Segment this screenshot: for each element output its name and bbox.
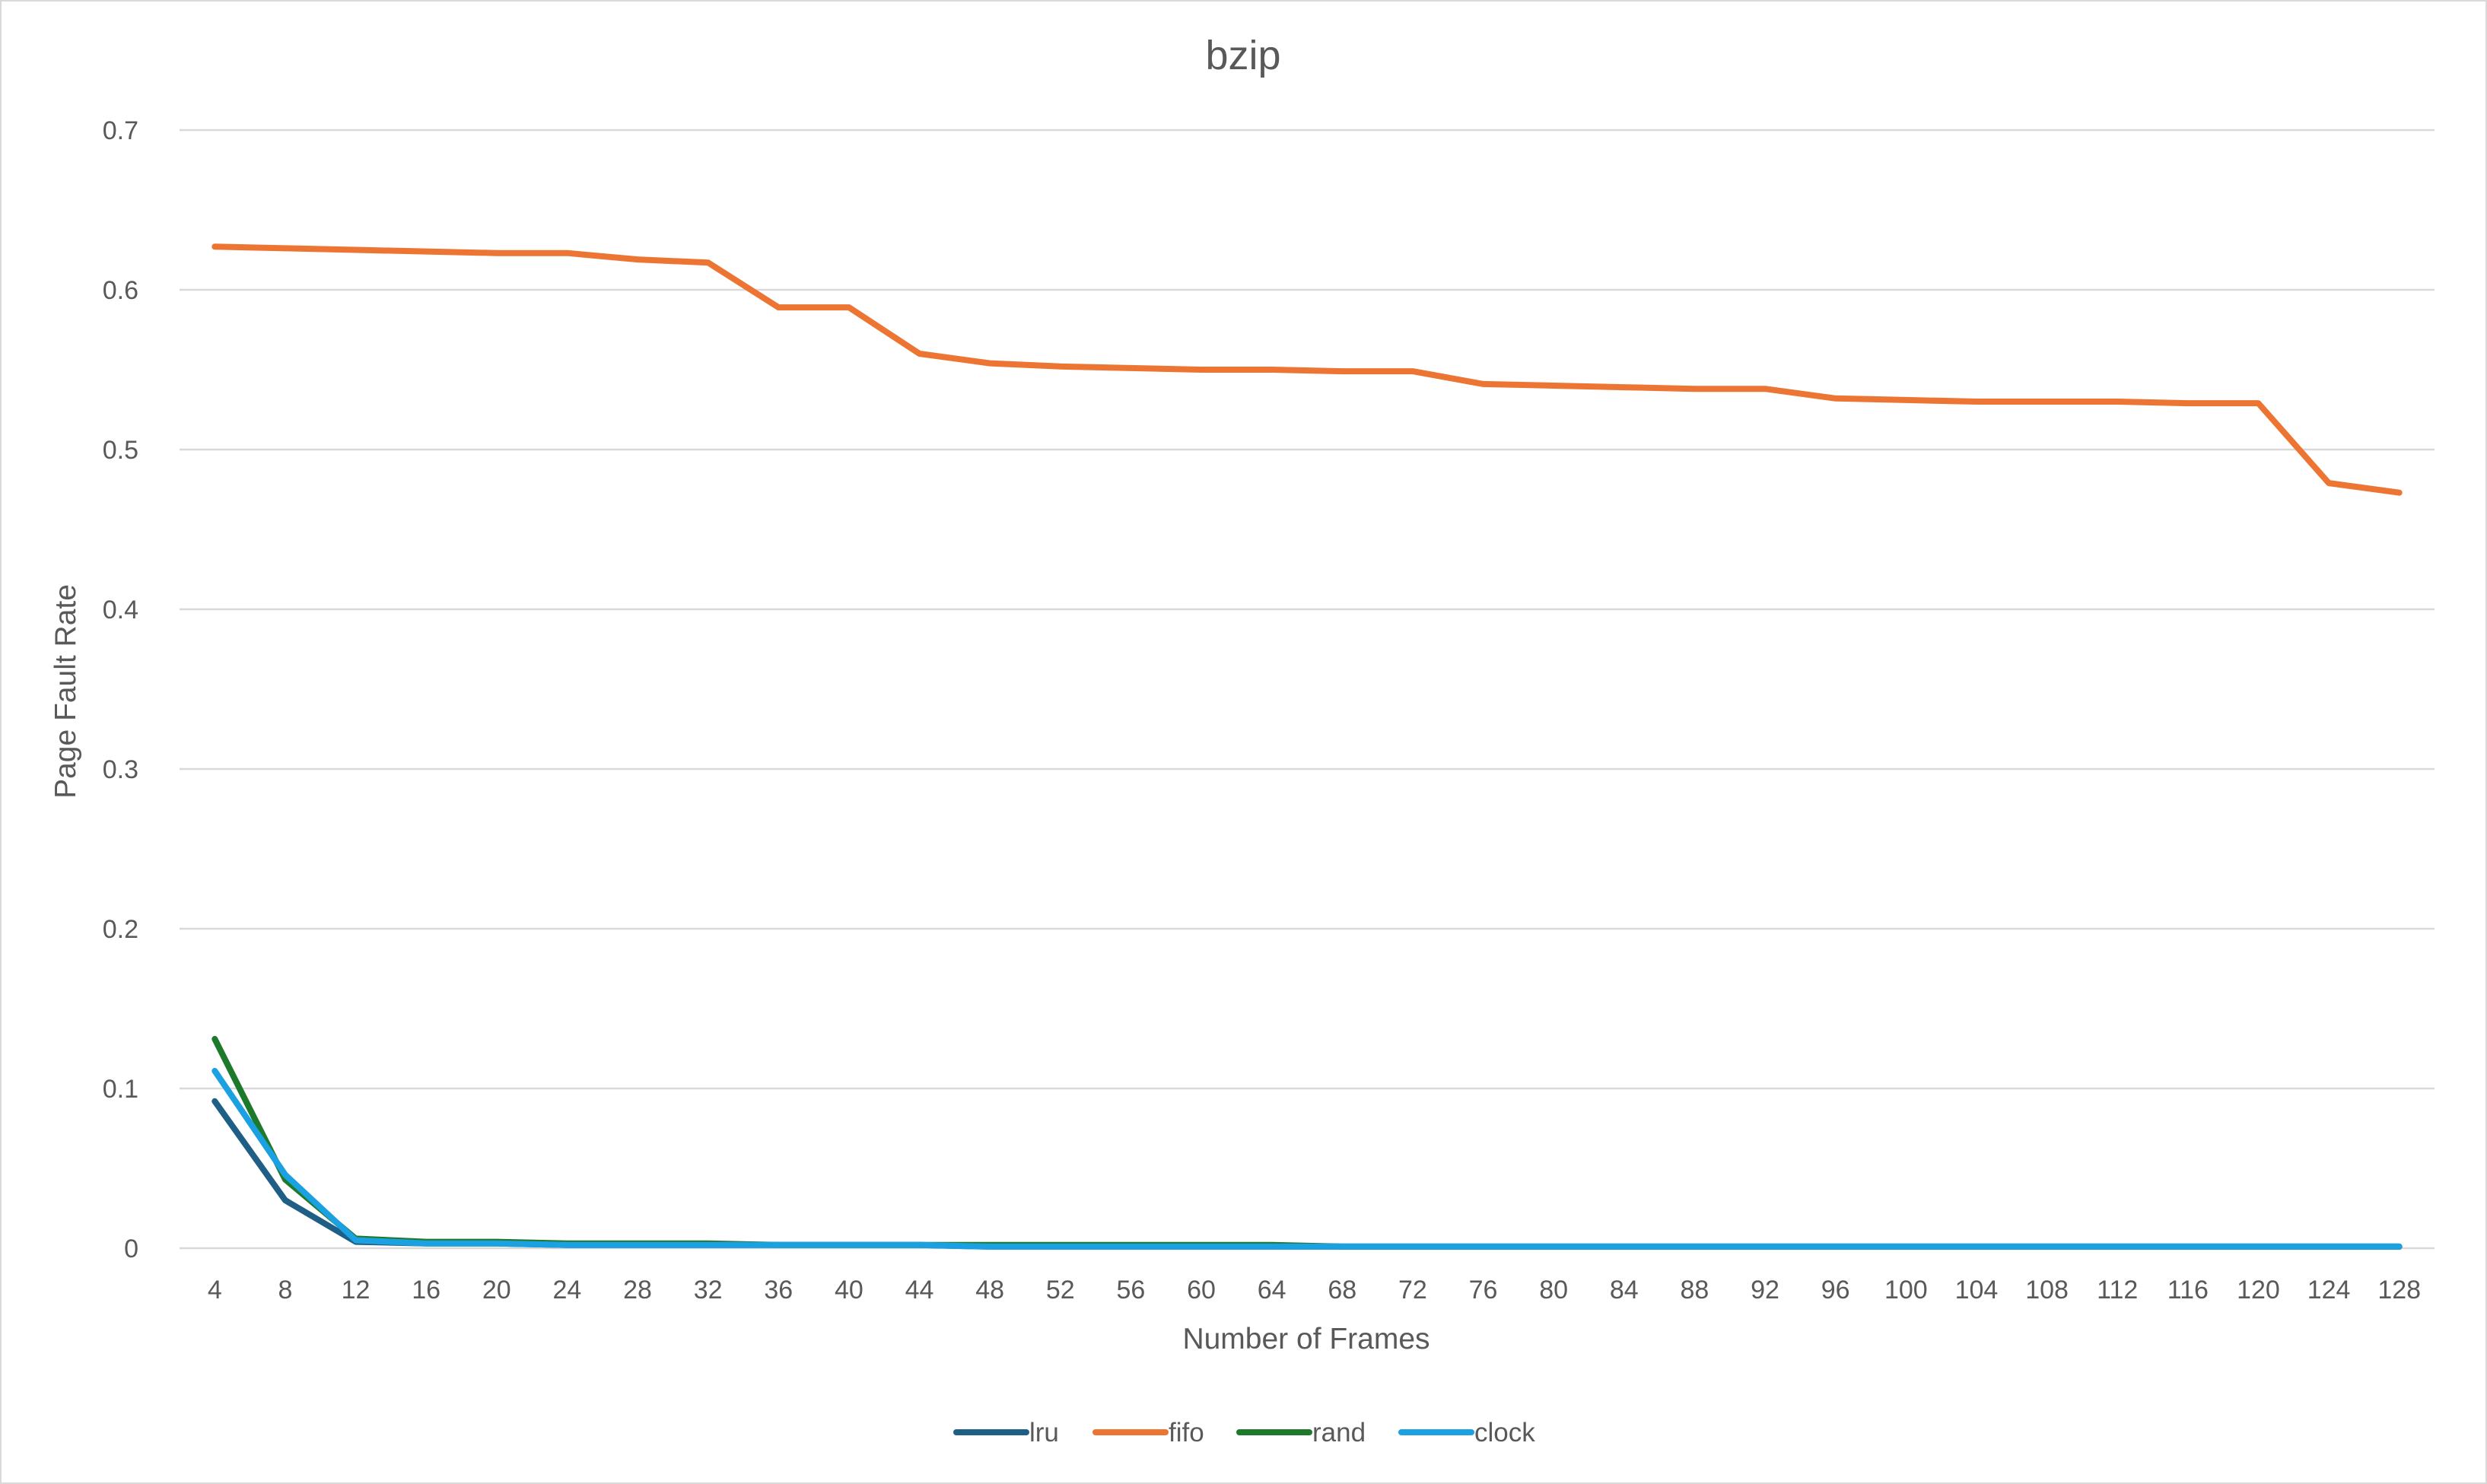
x-tick-label: 16: [412, 1276, 440, 1304]
legend-label: rand: [1312, 1418, 1366, 1447]
chart-title: bzip: [1205, 33, 1280, 78]
x-tick-label: 108: [2025, 1276, 2069, 1304]
x-axis-title: Number of Frames: [1182, 1323, 1430, 1355]
legend-item-lru: lru: [953, 1418, 1059, 1447]
x-tick-label: 128: [2377, 1276, 2421, 1304]
legend-item-rand: rand: [1236, 1418, 1366, 1447]
x-tick-label: 48: [975, 1276, 1004, 1304]
x-tick-label: 92: [1751, 1276, 1779, 1304]
series-line-lru: [211, 1098, 2403, 1250]
series-line-rand: [211, 1035, 2403, 1250]
x-tick-label: 44: [905, 1276, 934, 1304]
y-axis-title: Page Fault Rate: [49, 584, 82, 799]
y-tick-label: 0.7: [103, 116, 138, 145]
x-tick-label: 68: [1328, 1276, 1356, 1304]
x-tick-label: 56: [1117, 1276, 1146, 1304]
x-tick-label: 104: [1955, 1276, 1999, 1304]
gridlines: [180, 129, 2435, 1250]
x-tick-label: 32: [694, 1276, 723, 1304]
y-tick-label: 0.1: [103, 1075, 138, 1104]
x-tick-label: 124: [2307, 1276, 2351, 1304]
legend-item-fifo: fifo: [1092, 1418, 1204, 1447]
x-tick-label: 72: [1398, 1276, 1427, 1304]
y-tick-label: 0.4: [103, 596, 138, 624]
x-axis-ticks: 4 8 12 16 20 24 28 32 36 40 44 48 52 56 60 64 68 72 76 80 84…: [208, 1276, 2421, 1304]
x-tick-label: 28: [623, 1276, 652, 1304]
y-tick-label: 0: [124, 1235, 138, 1263]
legend-label: clock: [1474, 1418, 1535, 1447]
x-tick-label: 60: [1187, 1276, 1216, 1304]
legend-label: fifo: [1169, 1418, 1204, 1447]
x-tick-label: 84: [1610, 1276, 1639, 1304]
y-tick-label: 0.5: [103, 436, 138, 465]
legend-item-clock: clock: [1398, 1418, 1535, 1447]
y-axis-ticks: 0 0.1 0.2 0.3 0.4 0.5 0.6 0.7: [103, 116, 138, 1263]
x-tick-label: 80: [1539, 1276, 1568, 1304]
x-tick-label: 64: [1258, 1276, 1286, 1304]
x-tick-label: 100: [1884, 1276, 1928, 1304]
y-tick-label: 0.6: [103, 276, 138, 305]
y-tick-label: 0.3: [103, 755, 138, 784]
series-line-fifo: [211, 243, 2403, 496]
x-tick-label: 8: [278, 1276, 292, 1304]
x-tick-label: 24: [553, 1276, 582, 1304]
x-tick-label: 4: [208, 1276, 222, 1304]
y-tick-label: 0.2: [103, 915, 138, 944]
series-lines: [211, 243, 2403, 1250]
x-tick-label: 120: [2237, 1276, 2280, 1304]
legend: lru fifo rand clock: [953, 1418, 1535, 1447]
x-tick-label: 88: [1681, 1276, 1709, 1304]
x-tick-label: 76: [1469, 1276, 1498, 1304]
x-tick-label: 12: [342, 1276, 371, 1304]
x-tick-label: 52: [1046, 1276, 1075, 1304]
x-tick-label: 36: [764, 1276, 793, 1304]
x-tick-label: 116: [2167, 1276, 2209, 1304]
legend-label: lru: [1029, 1418, 1059, 1447]
x-tick-label: 40: [835, 1276, 863, 1304]
series-line-clock: [211, 1067, 2403, 1250]
x-tick-label: 20: [482, 1276, 511, 1304]
x-tick-label: 96: [1821, 1276, 1850, 1304]
x-tick-label: 112: [2097, 1276, 2138, 1304]
